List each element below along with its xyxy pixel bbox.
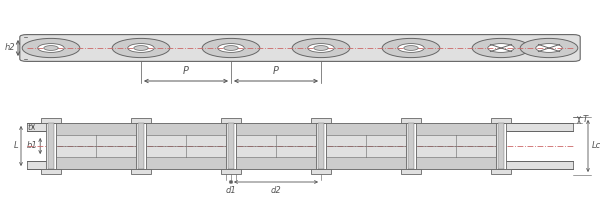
Text: b1: b1 bbox=[27, 142, 38, 150]
Bar bbox=[416, 135, 496, 157]
FancyBboxPatch shape bbox=[20, 35, 580, 61]
Bar bbox=[498, 123, 504, 169]
Circle shape bbox=[308, 44, 334, 52]
Circle shape bbox=[472, 38, 530, 58]
Circle shape bbox=[202, 38, 260, 58]
Bar bbox=[406, 123, 416, 169]
Bar bbox=[496, 123, 506, 169]
Circle shape bbox=[292, 38, 350, 58]
Circle shape bbox=[520, 38, 578, 58]
Bar bbox=[228, 123, 234, 169]
Bar bbox=[56, 135, 136, 157]
Text: t: t bbox=[28, 122, 31, 132]
Circle shape bbox=[22, 38, 80, 58]
Bar bbox=[326, 135, 406, 157]
Text: d2: d2 bbox=[271, 186, 281, 195]
Bar bbox=[311, 169, 331, 174]
Bar bbox=[131, 169, 151, 174]
Text: d1: d1 bbox=[226, 186, 236, 195]
Circle shape bbox=[404, 46, 418, 50]
Text: T: T bbox=[583, 116, 588, 124]
Bar bbox=[46, 123, 56, 169]
Bar bbox=[41, 169, 61, 174]
Bar bbox=[236, 135, 316, 157]
Bar bbox=[136, 123, 146, 169]
Text: L: L bbox=[14, 142, 19, 150]
Circle shape bbox=[38, 44, 64, 52]
Bar bbox=[54, 123, 138, 169]
Circle shape bbox=[398, 44, 424, 52]
Text: P: P bbox=[273, 66, 279, 76]
Circle shape bbox=[112, 38, 170, 58]
Bar bbox=[401, 118, 421, 123]
Bar bbox=[27, 123, 573, 131]
Bar bbox=[318, 123, 324, 169]
Bar bbox=[146, 135, 226, 157]
Bar bbox=[414, 123, 498, 169]
Bar bbox=[27, 161, 573, 169]
Bar bbox=[234, 123, 318, 169]
Bar bbox=[491, 169, 511, 174]
Bar bbox=[48, 123, 54, 169]
Circle shape bbox=[44, 46, 58, 50]
Circle shape bbox=[224, 46, 238, 50]
Bar bbox=[221, 118, 241, 123]
Bar bbox=[324, 123, 408, 169]
Text: P: P bbox=[183, 66, 189, 76]
Bar bbox=[401, 169, 421, 174]
Circle shape bbox=[134, 46, 148, 50]
Circle shape bbox=[128, 44, 154, 52]
Bar bbox=[221, 169, 241, 174]
Bar bbox=[491, 118, 511, 123]
Circle shape bbox=[536, 44, 562, 52]
Bar bbox=[316, 123, 326, 169]
Text: Lc: Lc bbox=[592, 142, 600, 150]
Bar bbox=[226, 123, 236, 169]
Bar bbox=[138, 123, 144, 169]
Circle shape bbox=[382, 38, 440, 58]
Bar bbox=[131, 118, 151, 123]
Circle shape bbox=[488, 44, 514, 52]
Bar bbox=[311, 118, 331, 123]
Circle shape bbox=[218, 44, 244, 52]
Bar bbox=[41, 118, 61, 123]
Bar bbox=[408, 123, 414, 169]
Text: h2: h2 bbox=[4, 43, 15, 52]
Bar bbox=[144, 123, 228, 169]
Circle shape bbox=[314, 46, 328, 50]
